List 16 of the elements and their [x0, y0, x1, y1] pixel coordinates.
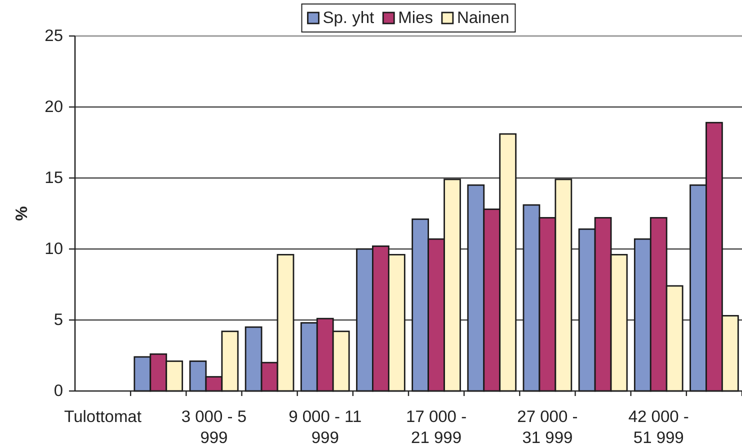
legend-label: Nainen [456, 9, 510, 27]
x-tick-label: Tulottomat [64, 408, 142, 426]
y-axis-title: % [13, 206, 31, 221]
y-tick-label: 10 [44, 240, 63, 258]
x-tick-label: 27 000 - 31 999 [517, 408, 578, 446]
y-tick-label: 5 [54, 311, 63, 329]
y-tick-label: 15 [44, 169, 63, 187]
y-tick-label: 20 [44, 98, 63, 116]
legend-label: Sp. yht [322, 9, 375, 27]
x-tick-label: 3 000 - 5 999 [181, 408, 247, 446]
y-tick-label: 25 [44, 27, 63, 45]
y-tick-label: 0 [54, 382, 63, 400]
x-tick-label: 17 000 - 21 999 [406, 408, 467, 446]
legend-label: Mies [398, 9, 433, 27]
x-tick-label: 9 000 - 11 999 [288, 408, 362, 446]
x-tick-label: 42 000 - 51 999 [628, 408, 689, 446]
